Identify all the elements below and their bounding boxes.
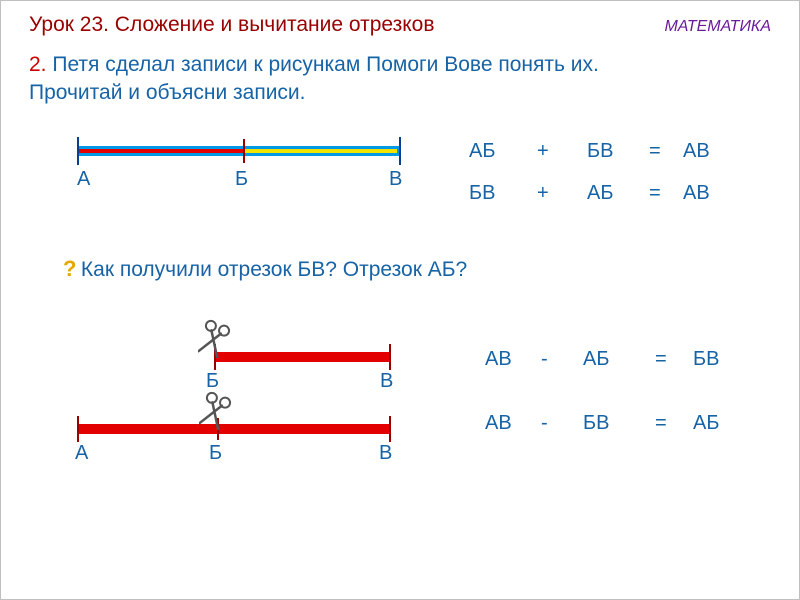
point-label: В	[379, 442, 392, 465]
task-line-2: Прочитай и объясни записи.	[29, 81, 306, 104]
header-row: Урок 23. Сложение и вычитание отрезков М…	[29, 13, 771, 37]
equation-operator: +	[537, 140, 549, 163]
segment-bar	[243, 149, 397, 153]
content-area: АБВ АБ+БВ=АВБВ+АБ=АВАВ-АБ=БВАВ-БВ=АБ ? К…	[29, 116, 771, 556]
slide: Урок 23. Сложение и вычитание отрезков М…	[0, 0, 800, 600]
point-label: В	[389, 168, 402, 191]
equation-term: АБ	[469, 140, 495, 163]
point-label: А	[75, 442, 88, 465]
segment-bar	[79, 149, 243, 153]
equation-term: АБ	[583, 348, 609, 371]
segment-bar	[77, 424, 389, 434]
scissors-icon	[199, 390, 233, 430]
equation-operator: +	[537, 182, 549, 205]
lesson-title: Урок 23. Сложение и вычитание отрезков	[29, 13, 434, 37]
segment-tick	[77, 137, 79, 165]
equation-term: АБ	[587, 182, 613, 205]
equation-term: АВ	[485, 412, 512, 435]
segment-tick	[243, 139, 245, 163]
equation-equals: =	[649, 182, 661, 205]
task-line-1: Петя сделал записи к рисункам Помоги Вов…	[47, 53, 599, 76]
scissors-icon	[198, 318, 232, 358]
equation-equals: =	[655, 348, 667, 371]
equation-equals: =	[655, 412, 667, 435]
equation-equals: =	[649, 140, 661, 163]
equation-term: БВ	[587, 140, 613, 163]
point-label: А	[77, 168, 90, 191]
question-mark-icon: ?	[63, 256, 76, 281]
equation-term: АВ	[485, 348, 512, 371]
equation-term: БВ	[469, 182, 495, 205]
segment-tick	[399, 137, 401, 165]
point-label: Б	[209, 442, 222, 465]
question-text: Как получили отрезок БВ? Отрезок АБ?	[81, 258, 467, 281]
equation-term: БВ	[693, 348, 719, 371]
equation-term: АБ	[693, 412, 719, 435]
point-label: Б	[235, 168, 248, 191]
equation-term: БВ	[583, 412, 609, 435]
segment-diagram-2: БВ	[214, 352, 397, 412]
point-label: В	[380, 370, 393, 393]
task-number: 2.	[29, 53, 47, 76]
equation-operator: -	[541, 412, 548, 435]
task-text: 2. Петя сделал записи к рисункам Помоги …	[29, 51, 771, 108]
segment-diagram-3: А Б В	[77, 424, 397, 484]
subject-label: МАТЕМАТИКА	[664, 18, 771, 36]
question-row: ? Как получили отрезок БВ? Отрезок АБ?	[63, 256, 467, 282]
equation-term: АВ	[683, 140, 710, 163]
equation-term: АВ	[683, 182, 710, 205]
segment-tick	[389, 416, 391, 442]
segment-diagram-1: А Б В	[77, 146, 407, 206]
segment-tick	[389, 344, 391, 370]
segment-tick	[77, 416, 79, 442]
segment-bar	[214, 352, 389, 362]
equation-operator: -	[541, 348, 548, 371]
